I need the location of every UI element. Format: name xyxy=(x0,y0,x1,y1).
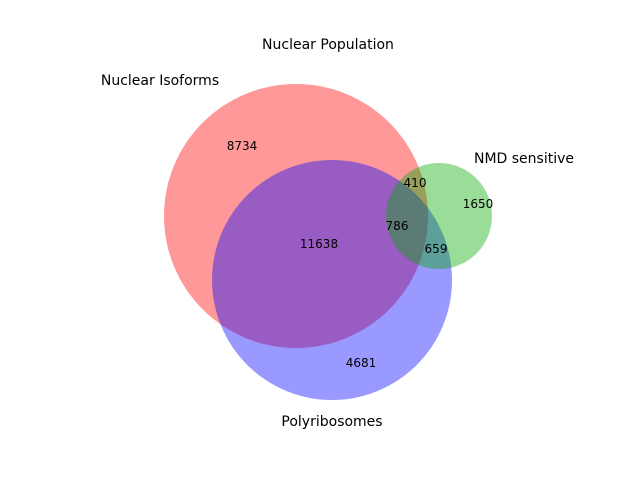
count-nuclear-isoforms-only: 8734 xyxy=(227,139,258,153)
circle-nuclear-isoforms xyxy=(164,84,428,348)
set-label-nuclear-isoforms: Nuclear Isoforms xyxy=(101,73,219,89)
count-nuclear-and-polyribosomes: 11638 xyxy=(300,237,338,251)
circle-polyribosomes xyxy=(212,160,452,400)
set-label-polyribosomes: Polyribosomes xyxy=(281,414,382,430)
count-nmd-sensitive-only: 1650 xyxy=(463,197,494,211)
count-nuclear-and-nmd: 410 xyxy=(404,176,427,190)
set-label-nmd-sensitive: NMD sensitive xyxy=(474,151,574,167)
set-circles xyxy=(164,84,492,400)
count-polyribosomes-and-nmd: 659 xyxy=(425,242,448,256)
count-all-three: 786 xyxy=(386,219,409,233)
count-polyribosomes-only: 4681 xyxy=(346,356,377,370)
diagram-title: Nuclear Population xyxy=(262,37,394,53)
circle-nmd-sensitive xyxy=(386,163,492,269)
